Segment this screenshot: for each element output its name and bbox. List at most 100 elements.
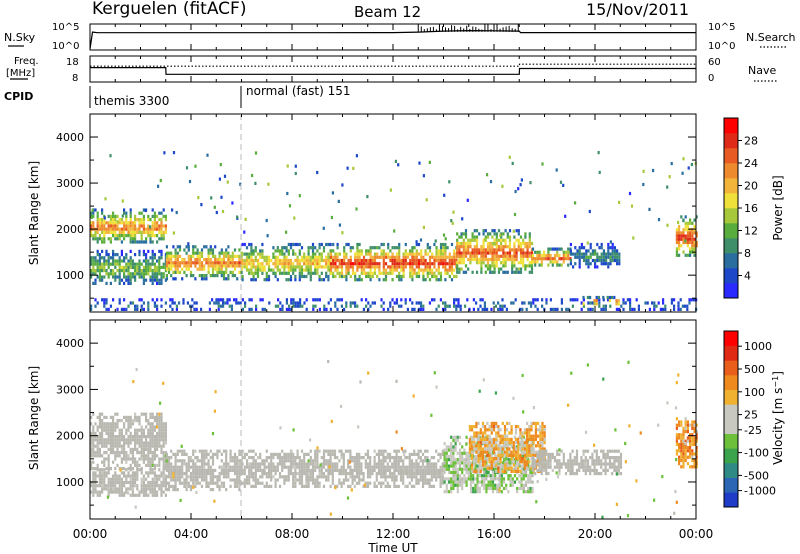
power-cell xyxy=(587,258,590,263)
velocity-cell xyxy=(229,449,232,453)
velocity-cell xyxy=(421,478,425,482)
power-cell xyxy=(448,255,451,259)
power-cell xyxy=(109,269,112,273)
power-cell xyxy=(209,258,212,262)
power-cell xyxy=(678,247,681,251)
velocity-cell xyxy=(294,459,297,463)
velocity-cell xyxy=(183,472,186,476)
velocity-cell xyxy=(96,454,99,458)
power-cell xyxy=(311,246,315,250)
velocity-cell xyxy=(500,464,503,468)
power-cell xyxy=(125,221,128,225)
power-cell xyxy=(140,218,143,222)
velocity-cell xyxy=(231,468,234,472)
power-cell xyxy=(589,246,592,250)
velocity-cell xyxy=(358,459,361,463)
velocity-cell xyxy=(112,425,115,429)
velocity-cell xyxy=(454,464,457,468)
power-cell xyxy=(203,274,206,278)
power-cell xyxy=(560,257,563,261)
power-cell xyxy=(422,258,425,263)
velocity-cell xyxy=(211,481,215,485)
power-cell xyxy=(460,254,463,258)
power-cell xyxy=(149,230,152,234)
velocity-cell xyxy=(153,428,156,432)
velocity-cell xyxy=(397,465,400,469)
power-cell xyxy=(147,214,150,218)
power-cell xyxy=(107,307,110,311)
velocity-cell xyxy=(160,435,163,439)
velocity-cell xyxy=(127,419,130,423)
power-cell xyxy=(127,227,130,231)
velocity-cell xyxy=(469,461,473,465)
power-cell xyxy=(129,227,132,231)
power-cell xyxy=(360,278,363,282)
power-cell xyxy=(216,258,219,262)
power-cell xyxy=(345,278,348,282)
velocity-cell xyxy=(311,475,315,479)
power-cell xyxy=(472,298,475,302)
velocity-cell xyxy=(316,459,319,463)
power-cell xyxy=(502,257,505,262)
power-cell xyxy=(417,262,421,266)
velocity-cell xyxy=(216,452,219,456)
velocity-cell xyxy=(488,434,491,438)
power-cell xyxy=(523,301,526,305)
velocity-cell xyxy=(479,460,482,464)
power-cell xyxy=(286,164,289,168)
velocity-cell xyxy=(131,474,134,478)
velocity-cell xyxy=(145,463,148,467)
velocity-cell xyxy=(458,451,462,455)
power-cell xyxy=(547,253,550,258)
power-cell xyxy=(605,262,608,266)
velocity-cell xyxy=(131,490,134,494)
power-cell xyxy=(316,258,319,263)
velocity-cell xyxy=(305,484,308,488)
power-cell xyxy=(198,267,201,271)
velocity-cell xyxy=(484,441,487,445)
velocity-cell xyxy=(382,452,385,456)
velocity-cell xyxy=(120,493,123,497)
velocity-cell xyxy=(511,467,514,471)
power-cell xyxy=(129,230,132,234)
velocity-cell xyxy=(497,434,500,438)
velocity-cell xyxy=(502,448,506,452)
velocity-cell xyxy=(452,480,455,484)
power-cell xyxy=(164,214,167,218)
power-cell xyxy=(301,304,304,308)
power-cell xyxy=(160,237,163,241)
power-cell xyxy=(433,271,436,275)
power-cell xyxy=(233,264,237,268)
velocity-cell xyxy=(256,481,260,485)
power-cell xyxy=(415,249,418,253)
power-cell xyxy=(332,262,335,266)
power-cell xyxy=(591,307,594,311)
velocity-cell xyxy=(476,486,479,491)
power-cell xyxy=(149,256,152,260)
power-cell xyxy=(553,257,557,261)
velocity-cell xyxy=(287,475,290,479)
power-cell xyxy=(607,262,610,266)
velocity-cell xyxy=(351,468,354,472)
power-cell xyxy=(178,254,182,258)
power-cell xyxy=(578,255,581,259)
velocity-cell xyxy=(176,478,179,482)
velocity-cell xyxy=(174,468,177,472)
power-cell xyxy=(123,256,126,260)
velocity-cell xyxy=(382,475,385,479)
velocity-cell xyxy=(140,438,143,442)
power-cell xyxy=(585,262,588,266)
velocity-cell xyxy=(461,483,464,487)
power-cell xyxy=(206,153,209,157)
velocity-cell xyxy=(441,475,444,479)
power-cell xyxy=(228,298,231,302)
power-cell xyxy=(144,208,147,213)
velocity-cell xyxy=(120,477,123,481)
velocity-cell xyxy=(369,481,372,485)
velocity-cell xyxy=(285,459,288,463)
velocity-cell xyxy=(395,484,398,488)
power-cell xyxy=(107,272,110,276)
power-cell xyxy=(677,220,680,225)
power-cell xyxy=(677,301,680,305)
velocity-cell xyxy=(167,481,171,485)
